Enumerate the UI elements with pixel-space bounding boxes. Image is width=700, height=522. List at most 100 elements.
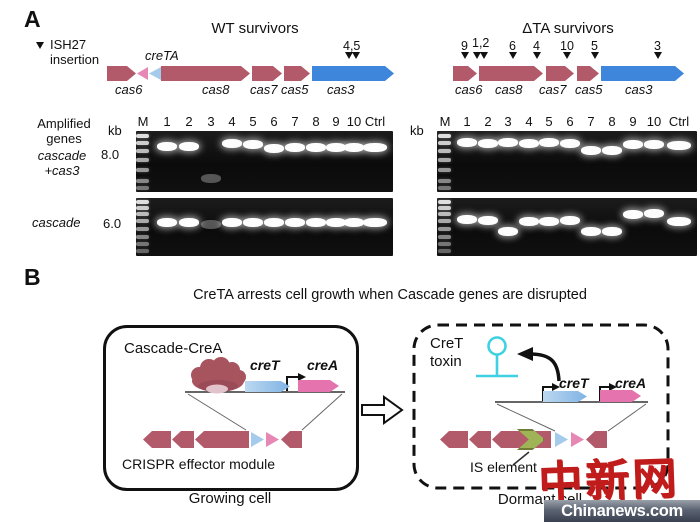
gel-band	[560, 138, 580, 148]
ladder-band	[438, 242, 451, 246]
lane-label-10: 10	[346, 114, 362, 129]
gene-arrow-cas3	[601, 66, 684, 81]
ladder-band	[438, 219, 451, 223]
cret-gene-arrow	[245, 381, 290, 392]
triangle-down-icon	[461, 52, 469, 59]
growing-cell-box: Cascade-CreA creT creA CRISPR effector m…	[103, 325, 359, 491]
is-element-arrow	[517, 429, 545, 450]
gel-band	[201, 173, 221, 183]
gel-band	[581, 145, 601, 155]
row2-gene-label: cascade	[32, 215, 81, 230]
lane-label-8: 8	[608, 114, 616, 129]
wt-marker-4-5: 4,5	[343, 39, 361, 53]
gel-band	[285, 142, 305, 152]
gel-band	[457, 137, 477, 147]
gene-triangle-creA	[137, 67, 148, 80]
amplified-line2: genes	[46, 131, 82, 146]
gel-band	[326, 217, 346, 227]
cret-toxin-line1: CreT	[430, 335, 464, 352]
ladder-band	[136, 168, 149, 172]
dta-marker-9: 9	[461, 39, 468, 53]
triangle-down-icon	[345, 52, 353, 59]
lane-label-4: 4	[525, 114, 533, 129]
effector-gene-arrow	[586, 431, 607, 448]
dta-marker-3: 3	[654, 39, 661, 53]
cascade-crea-label: Cascade-CreA	[124, 340, 223, 357]
gel-band	[457, 214, 477, 224]
lane-label-M: M	[439, 114, 451, 129]
gel-band	[285, 217, 305, 227]
effector-gene-arrow	[195, 431, 249, 448]
triangle-down-icon	[509, 52, 517, 59]
lane-label-3: 3	[504, 114, 512, 129]
gel-band	[179, 141, 199, 151]
gel-band	[539, 137, 559, 147]
cret-toxin-line2: toxin	[430, 353, 462, 370]
gel-band	[201, 219, 221, 229]
kb-label-right: kb	[410, 123, 424, 138]
ladder-band	[136, 200, 149, 204]
cas3-label: cas3	[625, 82, 653, 97]
row1-size-left: 8.0	[101, 147, 120, 162]
gene-arrow-cas6	[453, 66, 477, 81]
gel-band	[264, 217, 284, 227]
dta-marker-6: 6	[509, 39, 516, 53]
gel-band	[478, 215, 498, 225]
ladder-band	[438, 134, 451, 138]
gel-band	[243, 217, 263, 227]
wt-title: WT survivors	[211, 20, 299, 37]
gel-band	[498, 226, 518, 236]
gel-band	[667, 216, 691, 226]
lane-label-7: 7	[587, 114, 595, 129]
ladder-band	[438, 158, 451, 162]
triangle-down-icon	[654, 52, 662, 59]
ladder-band	[136, 227, 149, 231]
triangle-down-icon	[563, 52, 571, 59]
lane-label-7: 7	[291, 114, 299, 129]
triangle-down-icon	[591, 52, 599, 59]
lane-label-2: 2	[484, 114, 492, 129]
creta-label: creTA	[145, 48, 179, 63]
row1-line2: +cas3	[44, 163, 80, 178]
dormant-cell-box: CreT toxin creT creA IS element	[412, 323, 670, 490]
gene-arrow-cas7	[252, 66, 282, 81]
lane-label-9: 9	[332, 114, 340, 129]
panel-a-label: A	[24, 6, 41, 32]
panel-b-title: CreTA arrests cell growth when Cascade g…	[193, 287, 587, 303]
cas5-label: cas5	[575, 82, 603, 97]
triangle-down-icon	[36, 42, 44, 49]
lane-label-10: 10	[646, 114, 662, 129]
cret-gene-arrow	[543, 391, 587, 402]
cas3-label: cas3	[327, 82, 355, 97]
gene-triangle-creT	[149, 67, 161, 80]
lane-labels-right: M 1 2 3 4 5 6 7 8 9 10 Ctrl	[437, 114, 697, 129]
ladder-band	[438, 141, 451, 145]
growing-cell-graphics	[185, 357, 345, 431]
ladder-band	[438, 249, 451, 253]
gene-arrow-cas6	[107, 66, 136, 81]
gel-band	[602, 145, 622, 155]
gel-band	[243, 139, 263, 149]
triangle-down-icon	[473, 52, 481, 59]
lane-label-1: 1	[163, 114, 171, 129]
dta-marker-4: 4	[533, 39, 540, 53]
row1-gene-label: cascade +cas3	[26, 148, 98, 178]
gel-band	[560, 215, 580, 225]
ladder-band	[438, 149, 451, 153]
amplified-genes-label: Amplified genes	[26, 116, 102, 146]
lane-label-3: 3	[207, 114, 215, 129]
wt-gene-diagram: creTA 4,5 cas6 cas8 cas7 cas5 cas3	[105, 39, 395, 98]
gel-band	[581, 226, 601, 236]
cas7-label: cas7	[250, 82, 278, 97]
gel-band	[264, 143, 284, 153]
triangle-down-icon	[480, 52, 488, 59]
growing-cell-caption: Growing cell	[188, 490, 272, 507]
cas8-label: cas8	[495, 82, 523, 97]
ladder-band	[136, 212, 149, 216]
row1-line1: cascade	[37, 148, 87, 163]
gel-band	[157, 141, 177, 151]
ladder-band	[438, 186, 451, 190]
row2-size-left: 6.0	[103, 216, 122, 231]
amplified-line1: Amplified	[37, 116, 91, 131]
kb-label-left: kb	[108, 123, 122, 138]
